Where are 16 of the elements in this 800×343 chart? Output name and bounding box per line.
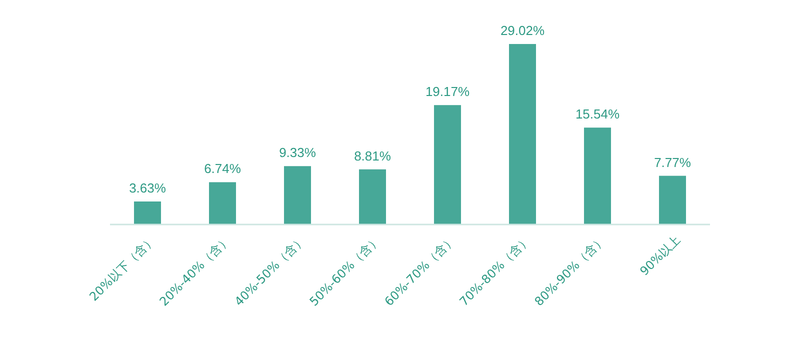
data-label: 19.17%: [425, 84, 470, 100]
data-label: 9.33%: [279, 145, 316, 160]
bar: [359, 169, 386, 224]
bar: [134, 201, 161, 224]
data-label: 8.81%: [354, 148, 392, 164]
data-label: 29.02%: [500, 23, 545, 38]
data-label: 15.54%: [575, 106, 620, 122]
data-label: 6.74%: [204, 161, 242, 176]
bar: [209, 182, 236, 224]
bar: [509, 44, 536, 224]
bar: [659, 176, 686, 224]
data-label: 3.63%: [129, 180, 166, 196]
bar: [284, 166, 311, 224]
data-label: 7.77%: [654, 154, 692, 170]
bar: [584, 128, 611, 224]
bar: [434, 105, 461, 224]
